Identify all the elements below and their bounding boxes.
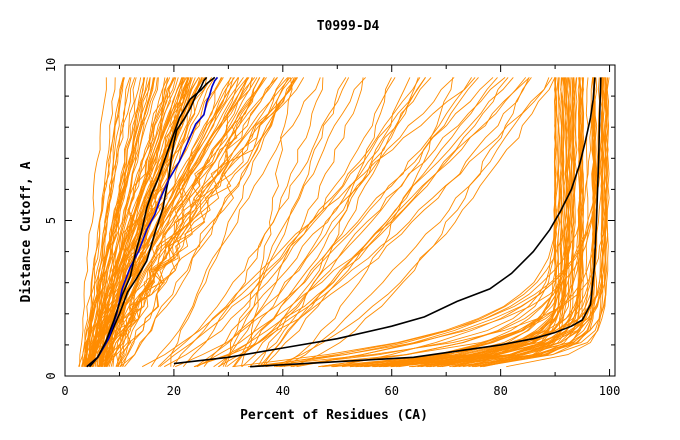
model-curve-94 xyxy=(112,77,267,367)
model-curve-95 xyxy=(99,77,293,367)
model-curve-55 xyxy=(84,77,254,367)
model-curve-121 xyxy=(274,77,556,368)
model-curve-134 xyxy=(193,77,509,368)
model-curve-202 xyxy=(247,77,600,368)
model-curve-28 xyxy=(79,77,107,367)
model-curve-96 xyxy=(96,77,169,367)
model-curve-99 xyxy=(105,77,176,367)
model-curve-195 xyxy=(350,77,582,368)
model-curve-130 xyxy=(233,77,494,367)
model-curve-89 xyxy=(103,77,275,367)
model-curve-161 xyxy=(232,77,564,368)
model-curve-97 xyxy=(91,77,222,367)
model-curve-86 xyxy=(110,77,249,367)
model-curve-124 xyxy=(257,77,506,367)
model-curve-204 xyxy=(412,77,583,368)
model-curve-70 xyxy=(119,77,305,367)
model-curve-123 xyxy=(232,77,432,367)
highlight-curve-black-4 xyxy=(250,77,602,368)
model-curve-122 xyxy=(217,77,553,368)
highlighted-curves xyxy=(86,76,602,368)
model-curve-187 xyxy=(441,77,557,368)
model-curve-112 xyxy=(259,77,530,367)
model-curve-126 xyxy=(283,77,550,368)
model-curve-44 xyxy=(98,77,137,367)
x-tick-label: 40 xyxy=(276,384,290,398)
model-curve-65 xyxy=(87,77,183,367)
model-curve-115 xyxy=(261,77,514,367)
model-curve-71 xyxy=(115,77,231,367)
model-curve-109 xyxy=(159,77,426,368)
model-curve-98 xyxy=(105,77,240,367)
chart-title: T0999-D4 xyxy=(317,19,380,34)
y-tick-label: 0 xyxy=(44,372,58,379)
model-curve-111 xyxy=(163,77,396,368)
axis-ticks xyxy=(64,64,615,377)
model-curve-45 xyxy=(85,77,136,367)
model-curve-196 xyxy=(322,77,609,368)
model-curve-194 xyxy=(436,77,596,368)
model-curve-180 xyxy=(429,77,572,368)
model-curve-192 xyxy=(390,77,578,368)
model-curve-59 xyxy=(84,77,124,367)
model-curve-197 xyxy=(374,77,581,368)
highlight-curve-black-3 xyxy=(173,77,596,365)
y-axis-label: Distance Cutoff, A xyxy=(19,161,34,302)
model-curve-198 xyxy=(398,77,574,368)
model-curve-129 xyxy=(218,77,364,367)
model-curve-203 xyxy=(506,77,604,368)
model-curve-114 xyxy=(119,77,295,368)
x-tick-label: 100 xyxy=(599,384,621,398)
model-curve-107 xyxy=(203,77,455,367)
x-tick-label: 60 xyxy=(385,384,399,398)
model-curve-133 xyxy=(196,77,527,368)
model-curve-174 xyxy=(454,77,607,368)
x-tick-label: 0 xyxy=(61,384,68,398)
y-tick-label: 10 xyxy=(44,58,58,72)
model-curve-185 xyxy=(473,77,566,368)
model-curve-91 xyxy=(103,77,297,368)
model-curve-118 xyxy=(175,77,472,368)
model-curve-64 xyxy=(100,77,155,367)
model-curve-119 xyxy=(293,77,530,368)
highlight-curve-black-2 xyxy=(86,76,216,368)
model-curve-125 xyxy=(224,77,366,367)
highlight-curve-black-0 xyxy=(88,76,208,368)
model-curve-127 xyxy=(141,77,421,368)
model-curve-88 xyxy=(122,77,265,367)
x-axis-label: Percent of Residues (CA) xyxy=(240,408,428,423)
model-curve-153 xyxy=(385,77,596,368)
y-tick-label: 5 xyxy=(44,217,58,224)
model-curve-42 xyxy=(84,77,151,367)
model-curve-108 xyxy=(222,77,347,367)
model-curve-47 xyxy=(82,77,158,367)
model-curve-113 xyxy=(249,77,392,368)
model-curve-188 xyxy=(360,77,569,368)
model-curve-104 xyxy=(157,77,350,368)
model-curve-74 xyxy=(98,77,166,367)
model-curve-52 xyxy=(96,77,168,367)
model-curve-166 xyxy=(471,77,564,368)
model-curve-117 xyxy=(172,77,476,367)
model-curve-116 xyxy=(226,77,479,368)
model-curve-193 xyxy=(409,77,608,368)
model-curve-51 xyxy=(81,77,156,367)
model-curve-84 xyxy=(119,77,208,367)
tick-labels: 0 20 40 60 80 100 0 5 10 xyxy=(44,58,620,398)
model-curve-128 xyxy=(150,77,289,367)
model-curve-199 xyxy=(468,77,575,368)
model-curve-54 xyxy=(89,77,125,367)
model-curve-183 xyxy=(432,77,577,368)
model-curve-191 xyxy=(367,77,604,368)
x-tick-label: 20 xyxy=(167,384,181,398)
model-curve-173 xyxy=(332,77,563,368)
x-tick-label: 80 xyxy=(493,384,507,398)
model-curve-200 xyxy=(396,77,585,368)
model-curve-189 xyxy=(254,77,608,368)
model-curve-105 xyxy=(170,77,321,367)
